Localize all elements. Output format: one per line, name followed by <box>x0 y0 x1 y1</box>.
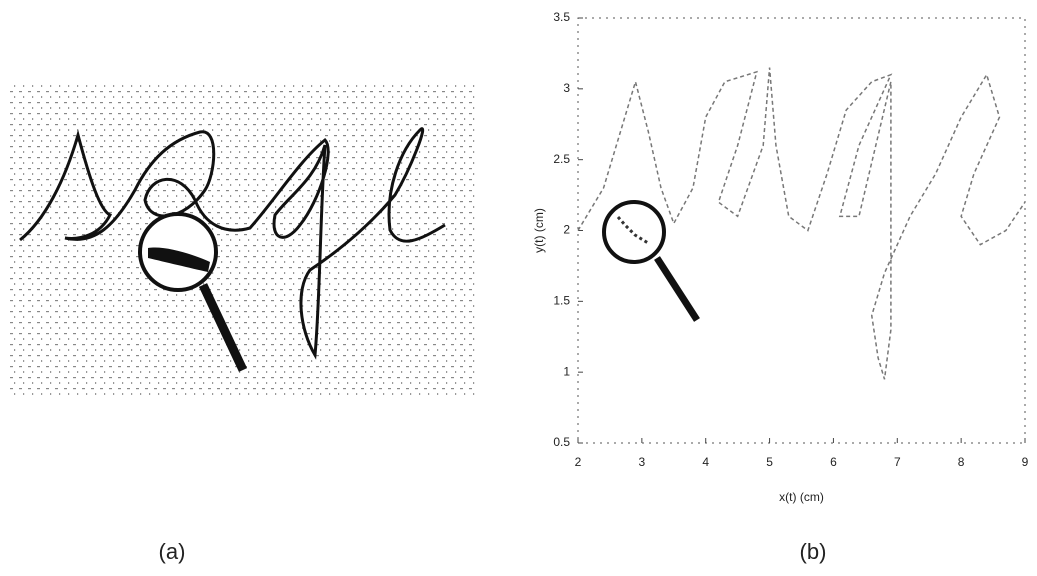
x-axis-label: x(t) (cm) <box>779 490 824 504</box>
x-tick-label: 2 <box>575 455 582 469</box>
x-tick-label: 6 <box>830 455 837 469</box>
magnifier-handle <box>198 283 248 372</box>
y-tick-label: 1.5 <box>553 294 570 308</box>
x-tick-label: 9 <box>1022 455 1029 469</box>
x-tick-label: 4 <box>702 455 709 469</box>
y-tick-label: 2.5 <box>553 152 570 166</box>
plot-frame <box>577 17 1026 444</box>
x-tick-label: 8 <box>958 455 965 469</box>
x-tick-label: 7 <box>894 455 901 469</box>
magnified-stroke <box>616 216 649 245</box>
panel-a: (a) <box>10 85 475 564</box>
x-tick-label: 3 <box>639 455 646 469</box>
panel-b <box>602 200 700 322</box>
handwriting <box>19 127 446 360</box>
y-tick-label: 3 <box>563 81 570 95</box>
y-tick-label: 1 <box>563 364 570 378</box>
caption: (b) <box>800 539 827 564</box>
x-tick-label: 5 <box>766 455 773 469</box>
magnifier-handle <box>654 256 700 322</box>
y-tick-label: 2 <box>563 223 570 237</box>
caption: (a) <box>159 539 186 564</box>
y-axis-label: y(t) (cm) <box>532 208 546 253</box>
magnifier-lens <box>602 200 666 264</box>
y-tick-label: 3.5 <box>553 10 570 24</box>
magnified-stroke <box>148 247 210 272</box>
y-tick-label: 0.5 <box>553 435 570 449</box>
